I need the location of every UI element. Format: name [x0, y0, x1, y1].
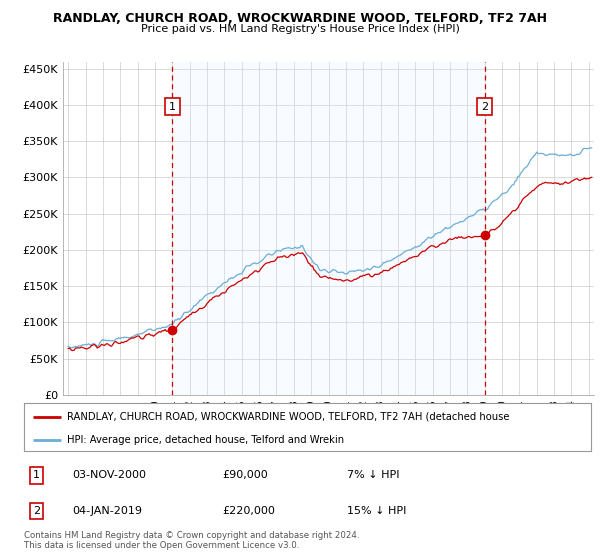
Text: 1: 1: [33, 470, 40, 480]
Text: 7% ↓ HPI: 7% ↓ HPI: [347, 470, 400, 480]
Text: RANDLAY, CHURCH ROAD, WROCKWARDINE WOOD, TELFORD, TF2 7AH: RANDLAY, CHURCH ROAD, WROCKWARDINE WOOD,…: [53, 12, 547, 25]
Bar: [172, 62, 485, 395]
Text: Price paid vs. HM Land Registry's House Price Index (HPI): Price paid vs. HM Land Registry's House …: [140, 24, 460, 34]
Text: 1: 1: [169, 101, 176, 111]
Text: RANDLAY, CHURCH ROAD, WROCKWARDINE WOOD, TELFORD, TF2 7AH (detached house: RANDLAY, CHURCH ROAD, WROCKWARDINE WOOD,…: [67, 412, 509, 422]
Text: Contains HM Land Registry data © Crown copyright and database right 2024.
This d: Contains HM Land Registry data © Crown c…: [24, 531, 359, 550]
Text: HPI: Average price, detached house, Telford and Wrekin: HPI: Average price, detached house, Telf…: [67, 435, 344, 445]
Text: 2: 2: [33, 506, 40, 516]
Text: £90,000: £90,000: [223, 470, 268, 480]
Text: £220,000: £220,000: [223, 506, 275, 516]
Text: 15% ↓ HPI: 15% ↓ HPI: [347, 506, 407, 516]
Text: 2: 2: [481, 101, 488, 111]
Text: 04-JAN-2019: 04-JAN-2019: [72, 506, 142, 516]
Text: 03-NOV-2000: 03-NOV-2000: [72, 470, 146, 480]
